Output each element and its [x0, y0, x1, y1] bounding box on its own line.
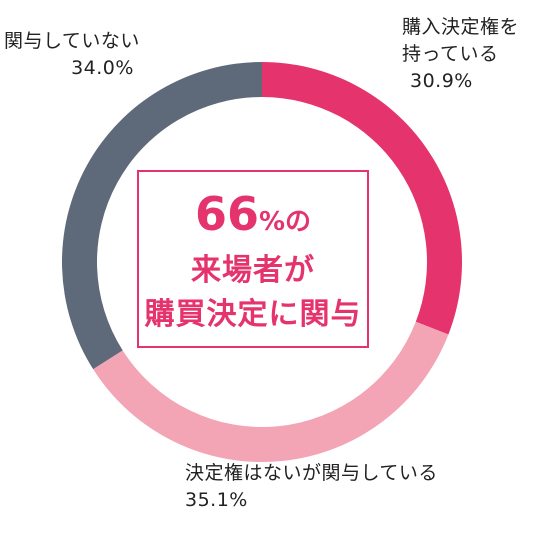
center-line-3: 購買決定に関与 [144, 297, 362, 332]
slice-label-decision-line2: 持っている [402, 43, 499, 65]
slice-label-decision: 購入決定権を 持っている 30.9% [402, 14, 519, 95]
center-big-number: 66 [194, 187, 259, 241]
slice-value-involved: 35.1% [185, 489, 248, 511]
slice-value-none: 34.0% [71, 57, 134, 79]
slice-label-none-name: 関与していない [4, 30, 140, 52]
slice-label-decision-line1: 購入決定権を [402, 16, 520, 38]
slice-none [61, 62, 262, 370]
center-summary-box: 66%の 来場者が 購買決定に関与 [137, 170, 369, 348]
slice-involved [93, 321, 449, 462]
center-line-2: 来場者が [191, 253, 315, 288]
slice-value-decision: 30.9% [410, 70, 473, 92]
slice-decision [262, 62, 462, 335]
center-headline: 66%の [139, 190, 367, 249]
slice-label-none: 関与していない 34.0% [4, 28, 140, 82]
slice-label-involved: 決定権はないが関与している 35.1% [185, 460, 438, 514]
center-big-suffix: %の [258, 207, 312, 237]
slice-label-involved-name: 決定権はないが関与している [185, 462, 438, 484]
